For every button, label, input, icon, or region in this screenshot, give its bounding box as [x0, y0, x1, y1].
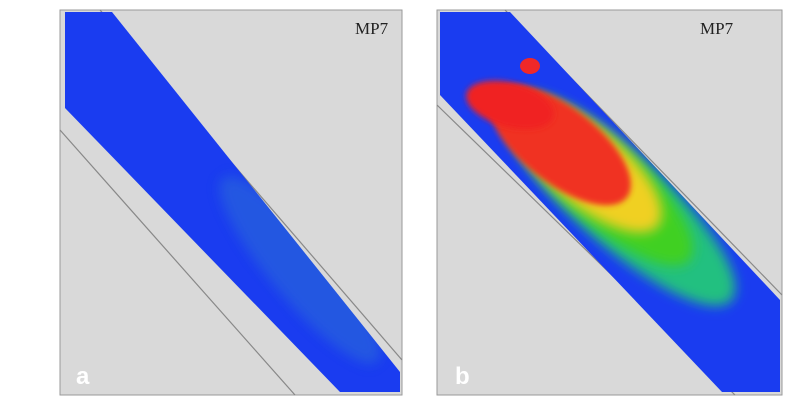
plume [466, 58, 736, 306]
panel-label: a [76, 363, 90, 390]
boundary-line [59, 129, 296, 396]
panel-b: MP7 b [436, 9, 783, 396]
panel-label: b [455, 363, 470, 390]
panel-title: MP7 [355, 19, 389, 38]
panel-title: MP7 [700, 19, 734, 38]
panel-a: MP7 a [59, 9, 403, 396]
